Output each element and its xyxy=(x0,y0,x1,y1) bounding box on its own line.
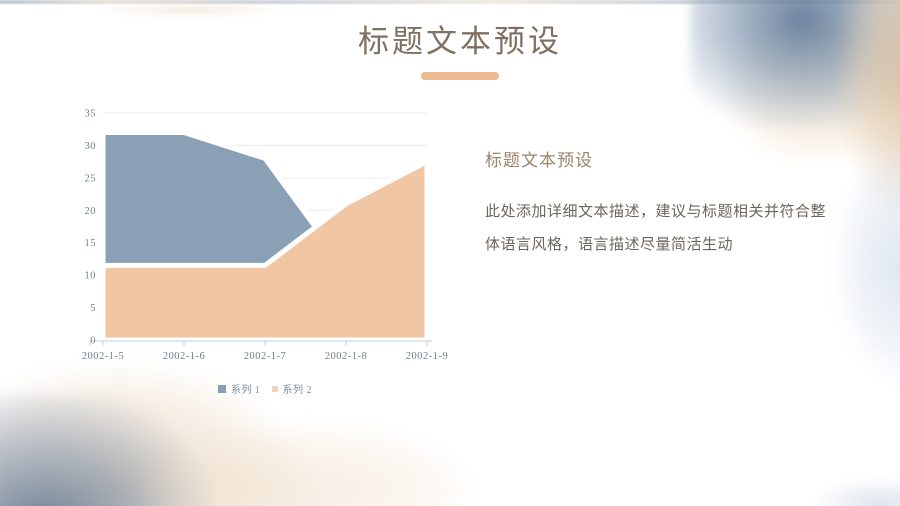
legend-item: 系列 2 xyxy=(271,381,313,396)
x-tick-label: 2002-1-5 xyxy=(82,351,125,362)
slide-title: 标题文本预设 xyxy=(358,24,562,59)
y-tick-label: 30 xyxy=(85,141,97,152)
watercolor-bottom-right-blue xyxy=(810,478,900,506)
x-tick-label: 2002-1-8 xyxy=(325,351,368,362)
y-tick-label: 5 xyxy=(90,303,96,314)
slide-title-block: 标题文本预设 xyxy=(10,16,900,80)
legend-label: 系列 1 xyxy=(231,385,261,396)
legend-swatch xyxy=(271,385,278,392)
legend-item: 系列 1 xyxy=(218,381,261,396)
content-body: 此处添加详细文本描述，建议与标题相关并符合整体语言风格，语言描述尽量简活生动 xyxy=(485,203,827,253)
y-tick-label: 0 xyxy=(90,336,96,347)
watercolor-right-blue xyxy=(835,150,900,380)
x-tick-label: 2002-1-6 xyxy=(163,351,206,362)
area-series-2 xyxy=(100,157,430,343)
y-tick-label: 15 xyxy=(85,238,97,249)
y-tick-label: 10 xyxy=(85,271,97,282)
legend-swatch xyxy=(218,384,226,393)
y-tick-label: 35 xyxy=(85,109,97,120)
content-heading: 标题文本预设 xyxy=(485,151,593,170)
y-tick-label: 25 xyxy=(85,173,97,184)
chart-legend: 系列 1 系列 2 xyxy=(103,381,427,396)
x-tick-label: 2002-1-9 xyxy=(406,351,449,362)
legend-label: 系列 2 xyxy=(282,385,312,396)
title-accent-bar xyxy=(421,72,499,80)
area-chart: 0 5 10 15 20 25 30 35 2002-1-5 2002-1-6 2002-1-7 20… xyxy=(82,109,449,363)
y-tick-label: 20 xyxy=(85,206,97,217)
x-tick-label: 2002-1-7 xyxy=(244,351,287,362)
watercolor-bottom-tan-streak xyxy=(140,425,470,506)
